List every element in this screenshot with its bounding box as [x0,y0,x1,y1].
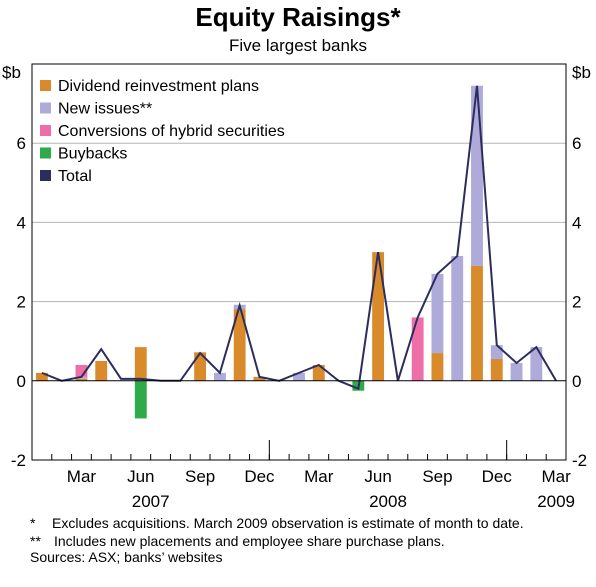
y-tick-label-left: 6 [17,134,26,153]
y-tick-label-right: 0 [572,372,581,391]
y-tick-label-left: -2 [11,451,26,470]
bar-new-issues [510,362,523,381]
legend-swatch [40,147,51,159]
bar-dividend-reinvestment-plans [134,347,147,381]
bar-dividend-reinvestment-plans [75,378,88,381]
bar-dividend-reinvestment-plans [431,353,444,381]
bar-dividend-reinvestment-plans [312,364,325,381]
plot-frame [31,63,567,461]
bar-conversions-of-hybrid-securities [411,317,424,381]
bar-dividend-reinvestment-plans [233,309,246,381]
bar-new-issues [530,347,543,381]
legend-label: Buybacks [58,146,127,163]
bar-dividend-reinvestment-plans [490,359,503,381]
year-label: 2007 [132,492,170,510]
sources: Sources: ASX; banks’ websites [30,549,223,565]
footnote-1-mark: * [30,515,36,531]
y-tick-label-right: -2 [572,451,587,470]
legend-label: Total [58,168,92,185]
bar-conversions-of-hybrid-securities [75,364,88,377]
bar-dividend-reinvestment-plans [95,361,108,381]
y-tick-label-left: 0 [17,372,26,391]
axes: -2 -2 0 0 2 2 4 4 6 6 $b $b Mar Jun Sep Dec Mar Jun Sep Dec… [2,63,591,510]
legend-label: New issues** [58,101,152,118]
chart-area: -2 -2 0 0 2 2 4 4 6 6 $b $b Mar Jun Sep Dec Mar Jun Sep Dec… [2,63,591,510]
legend: Dividend reinvestment plans New issues** C… [40,78,285,185]
y-axis-label-left: $b [2,63,21,82]
bar-new-issues [213,372,226,381]
x-tick-label: Dec [244,467,275,486]
x-tick-label: Mar [541,467,571,486]
year-label: 2008 [369,492,407,510]
bar-new-issues [471,85,483,266]
total-line [41,85,557,391]
bar-dividend-reinvestment-plans [372,252,385,381]
bar-new-issues [293,372,305,381]
bar-new-issues [490,345,503,360]
y-tick-label-right: 4 [572,213,581,232]
legend-label: Conversions of hybrid securities [58,123,285,140]
y-tick-label-left: 2 [17,293,26,312]
legend-label: Dividend reinvestment plans [58,78,259,95]
legend-swatch [40,80,51,91]
total-series-line [41,85,557,391]
x-tick-label: Jun [364,467,391,486]
x-tick-label: Jun [127,467,154,486]
footnote-2: ** Includes new placements and employee … [30,533,570,549]
x-tick-label: Dec [482,467,513,486]
bar-dividend-reinvestment-plans [194,352,207,381]
footnote-1: * Excludes acquisitions. March 2009 obse… [30,515,570,531]
x-tick-label: Sep [185,467,215,486]
bar-dividend-reinvestment-plans [35,372,48,381]
legend-swatch [40,170,51,181]
legend-swatch [40,102,51,114]
footnote-2-text: Includes new placements and employee sha… [54,533,445,549]
footnotes: * Excludes acquisitions. March 2009 obse… [30,515,570,565]
x-tick-label: Mar [67,467,97,486]
x-tick-label: Sep [422,467,452,486]
bar-dividend-reinvestment-plans [253,376,266,381]
footnote-1-text: Excludes acquisitions. March 2009 observ… [52,515,524,531]
bar-dividend-reinvestment-plans [471,265,483,381]
y-tick-label-right: 6 [572,134,581,153]
bar-new-issues [451,256,464,381]
bar-new-issues [431,273,444,354]
y-axis-label-right: $b [572,63,591,82]
footnote-2-mark: ** [30,533,41,549]
y-tick-label-right: 2 [572,293,581,312]
year-label: 2009 [537,492,575,510]
bar-buybacks [134,380,147,419]
chart-subtitle: Five largest banks [229,36,367,55]
x-tick-label: Mar [304,467,334,486]
legend-swatch [40,125,51,136]
y-tick-label-left: 4 [17,213,26,232]
chart-title: Equity Raisings* [195,2,401,32]
